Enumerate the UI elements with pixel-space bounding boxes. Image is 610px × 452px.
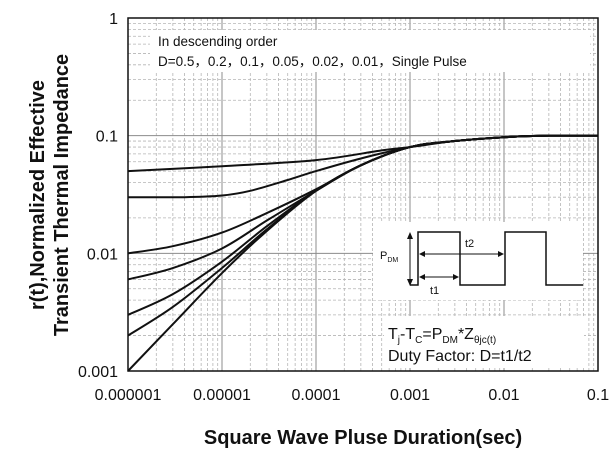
y-tick-label: 0.001 [78,364,118,381]
x-tick-label: 0.000001 [95,387,162,404]
y-axis-title-line1: r(t),Normalized Effective [27,80,49,310]
x-tick-label: 0.001 [390,387,430,404]
t1-arrow-head-right [453,274,459,280]
x-tick-label: 0.01 [488,387,519,404]
t2-arrow-head-right [498,251,504,257]
pulse-diagram-background [373,222,583,300]
series-lines [127,134,599,372]
series-line [127,134,599,372]
tick-labels: 0.000001 0.00001 0.0001 0.001 0.01 0.1 1 0.1 0.0… [78,11,609,404]
x-tick-label: 0.1 [587,387,609,404]
y-tick-label: 0.01 [87,246,118,263]
x-tick-label: 0.0001 [292,387,341,404]
y-tick-label: 1 [109,11,118,28]
pdm-arrow-head-top [407,232,413,239]
formula-background [384,316,584,368]
y-tick-label: 0.1 [96,129,118,146]
t1-arrow-head-left [419,274,425,280]
x-tick-label: 0.00001 [193,387,251,404]
pdm-label: PDM [380,250,398,264]
order-note-line2: D=0.5，0.2，0.1，0.05，0.02，0.01，Single Puls… [158,54,467,69]
x-axis-title: Square Wave Pluse Duration(sec) [204,427,522,449]
series-line [127,134,599,199]
t2-arrow-head-left [419,251,425,257]
t2-label: t2 [465,238,474,250]
annotation-background [150,30,590,72]
formula-text: Tj-TC=PDM*Zθjc(t) [388,326,496,346]
t1-label: t1 [430,285,439,297]
pulse-diagram: PDM t1 t2 [373,222,583,300]
pdm-arrow-head-bottom [407,279,413,286]
pulse-waveform [410,231,583,286]
order-note-line1: In descending order [158,34,278,49]
duty-factor-text: Duty Factor: D=t1/t2 [388,348,532,365]
y-axis-title-line2: Transient Thermal Impedance [51,54,73,336]
plot-frame [127,17,599,372]
